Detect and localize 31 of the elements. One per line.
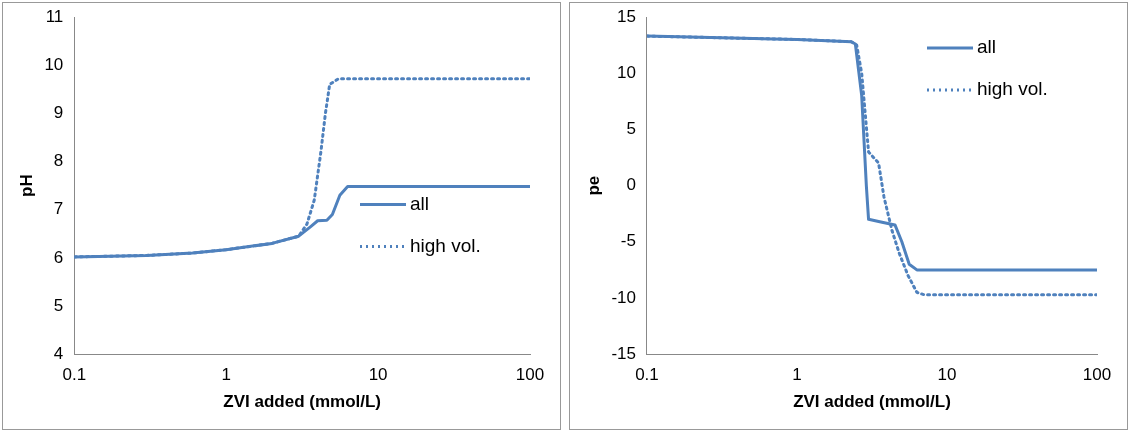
y-tick-label: 11 [45,6,64,26]
legend-label: all [410,192,430,214]
y-tick-label: 9 [53,103,64,123]
legend-label: high vol. [977,78,1048,100]
x-tick-label: 10 [937,365,957,385]
x-axis-title: ZVI added (mmol/L) [793,392,951,412]
y-tick-label: 5 [626,119,636,139]
y-tick-label: 8 [53,151,64,171]
x-tick-label: 0.1 [62,365,87,385]
y-axis-title: pH [16,174,36,197]
x-tick-label: 10 [368,365,388,385]
x-axis-title: ZVI added (mmol/L) [223,392,382,412]
y-tick-label: 4 [53,343,64,363]
y-tick-label: 15 [617,6,636,26]
legend-label: all [977,36,997,58]
y-tick-label: 10 [44,54,64,74]
y-axis-title: pe [583,175,603,196]
x-tick-label: 1 [221,365,231,385]
x-tick-label: 1 [792,365,802,385]
legend-label: high vol. [410,234,481,256]
y-tick-label: 7 [53,199,64,219]
y-tick-label: 6 [53,247,64,267]
y-tick-label: 5 [53,295,64,315]
y-tick-label: 0 [626,175,636,195]
y-tick-label: -10 [611,287,636,307]
x-tick-label: 100 [515,365,545,385]
y-tick-label: -5 [620,231,636,251]
x-tick-label: 100 [1082,365,1112,385]
x-tick-label: 0.1 [635,365,659,385]
y-tick-label: 10 [617,62,636,82]
y-tick-label: -15 [611,343,636,363]
